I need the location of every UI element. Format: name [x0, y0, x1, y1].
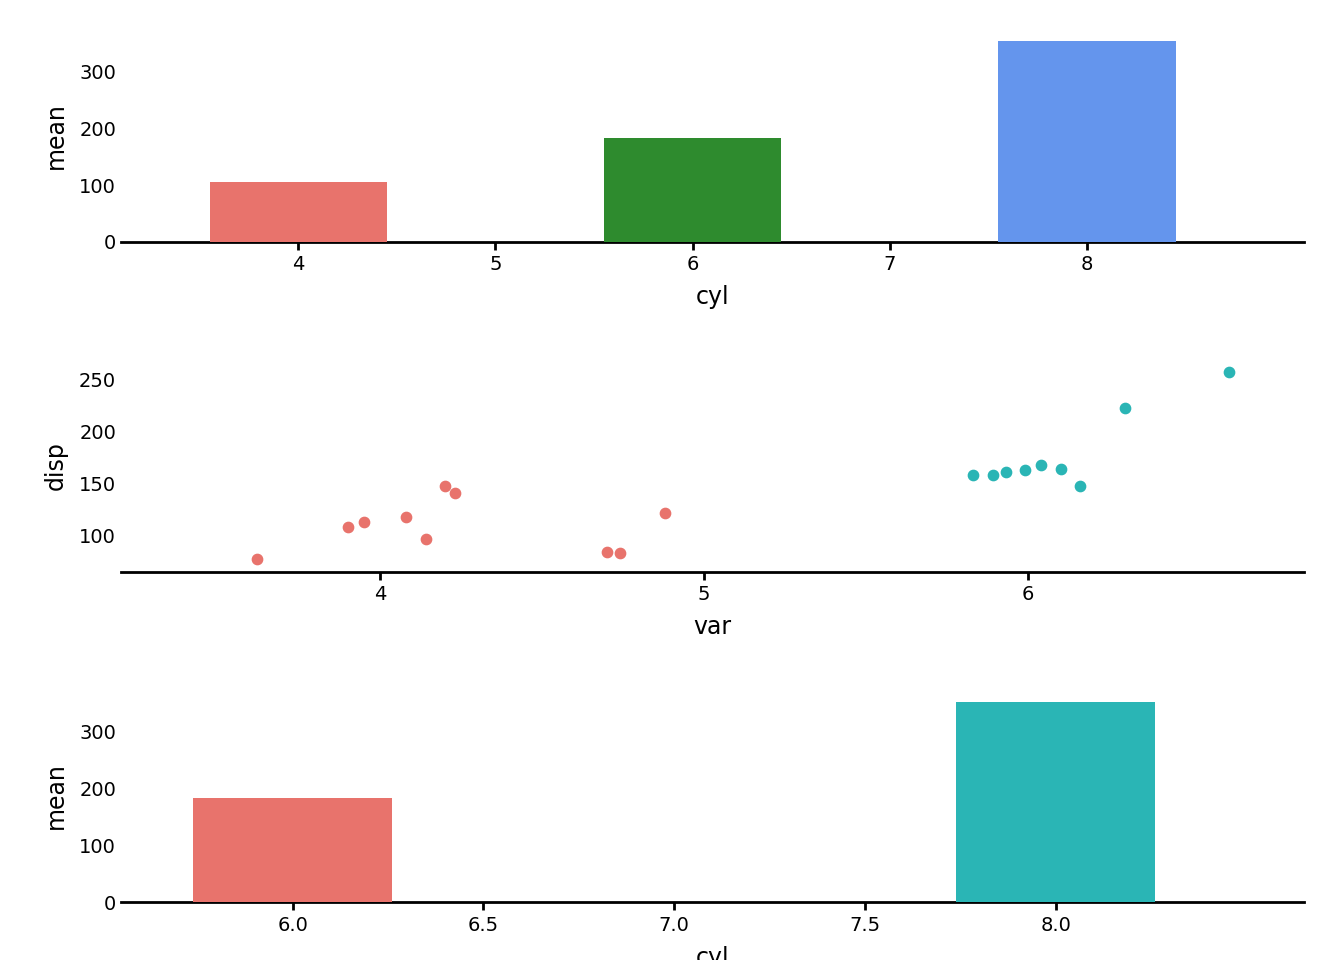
Point [962, 468, 984, 483]
Bar [194, 799, 392, 902]
Point [434, 478, 456, 493]
Point [395, 510, 417, 525]
Point [1070, 478, 1091, 493]
Point [415, 531, 437, 546]
Point [597, 544, 618, 560]
Y-axis label: mean: mean [44, 762, 69, 829]
Point [353, 515, 375, 530]
Point [1114, 400, 1136, 416]
Bar [957, 702, 1154, 902]
X-axis label: cyl: cyl [695, 285, 730, 309]
Bar [999, 41, 1176, 242]
Point [995, 465, 1016, 480]
Point [444, 486, 465, 501]
Point [1219, 364, 1241, 379]
Point [1050, 462, 1071, 477]
Point [609, 545, 630, 561]
X-axis label: cyl: cyl [695, 946, 730, 960]
Point [982, 468, 1004, 483]
Bar [210, 182, 387, 242]
Point [337, 519, 359, 535]
Point [1015, 463, 1036, 478]
X-axis label: var: var [694, 615, 731, 639]
Y-axis label: disp: disp [44, 442, 67, 490]
Bar [603, 138, 781, 242]
Point [655, 505, 676, 520]
Point [246, 551, 267, 566]
Point [1031, 457, 1052, 472]
Y-axis label: mean: mean [44, 102, 69, 169]
